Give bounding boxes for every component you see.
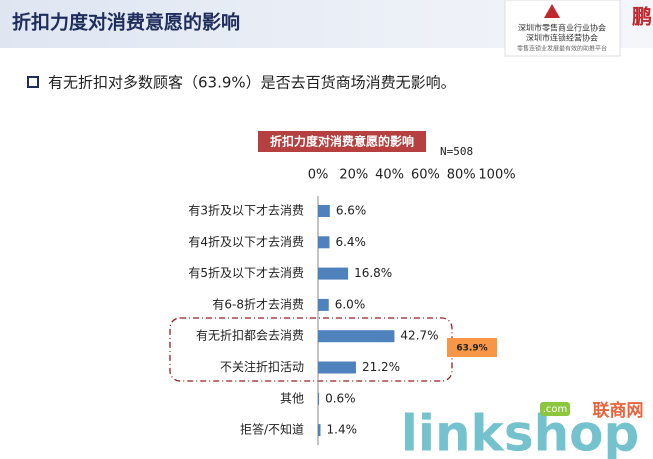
category-label: 有3折及以下才去消费 bbox=[188, 203, 304, 218]
logo-mark: 鹏 bbox=[632, 5, 652, 29]
watermark-com: .com bbox=[543, 404, 568, 415]
value-label: 6.6% bbox=[336, 204, 367, 218]
x-tick-label: 80% bbox=[447, 168, 476, 183]
bar bbox=[318, 361, 356, 374]
watermark: linkshop bbox=[401, 405, 640, 459]
x-tick-label: 0% bbox=[308, 168, 329, 183]
bullet-icon bbox=[27, 76, 39, 88]
watermark-com-box bbox=[540, 402, 570, 416]
x-tick-label: 100% bbox=[478, 168, 515, 183]
x-tick-label: 20% bbox=[339, 168, 368, 183]
value-label: 16.8% bbox=[354, 266, 392, 280]
watermark-cn: 联商网 bbox=[593, 400, 644, 421]
value-label: 1.4% bbox=[327, 423, 358, 437]
bar bbox=[318, 424, 321, 437]
callout: 63.9% bbox=[456, 344, 487, 354]
chart-title-box bbox=[258, 131, 426, 152]
bar bbox=[318, 236, 330, 249]
value-label: 42.7% bbox=[400, 329, 438, 343]
value-label: 0.6% bbox=[325, 391, 356, 405]
bar bbox=[318, 330, 395, 343]
value-label: 21.2% bbox=[362, 360, 400, 374]
chart-title: 折扣力度对消费意愿的影响 bbox=[270, 134, 414, 149]
bar bbox=[318, 205, 330, 217]
bullet-text: 有无折扣对多数顾客（63.9%）是否去百货商场消费无影响。 bbox=[48, 74, 456, 92]
logo-box bbox=[504, 0, 621, 57]
x-tick-label: 60% bbox=[411, 168, 440, 183]
category-label: 有4折及以下才去消费 bbox=[188, 234, 304, 249]
bar bbox=[318, 267, 349, 280]
logo-org: 深圳市零售商业行业协会 bbox=[518, 23, 606, 33]
value-label: 6.0% bbox=[335, 297, 366, 311]
category-label: 拒答/不知道 bbox=[240, 422, 304, 437]
logo-slogan: 零售连锁业发展最有效的助推平台 bbox=[517, 45, 607, 53]
slide-title: 折扣力度对消费意愿的影响 bbox=[12, 11, 240, 34]
bar bbox=[318, 298, 329, 311]
highlight-frame bbox=[169, 317, 453, 382]
x-tick-label: 40% bbox=[375, 168, 404, 183]
category-label: 其他 bbox=[280, 391, 304, 405]
category-label: 有6-8折才去消费 bbox=[212, 296, 304, 311]
category-label: 有无折扣都会去消费 bbox=[196, 328, 304, 343]
sample-size: N=508 bbox=[440, 145, 473, 158]
category-label: 有5折及以下才去消费 bbox=[188, 265, 304, 280]
logo-org: 深圳市连锁经营协会 bbox=[526, 33, 598, 43]
callout-box bbox=[447, 338, 497, 357]
logo-icon bbox=[544, 4, 560, 18]
category-label: 不关注折扣活动 bbox=[220, 359, 304, 374]
bar bbox=[318, 392, 320, 405]
value-label: 6.4% bbox=[335, 235, 366, 249]
